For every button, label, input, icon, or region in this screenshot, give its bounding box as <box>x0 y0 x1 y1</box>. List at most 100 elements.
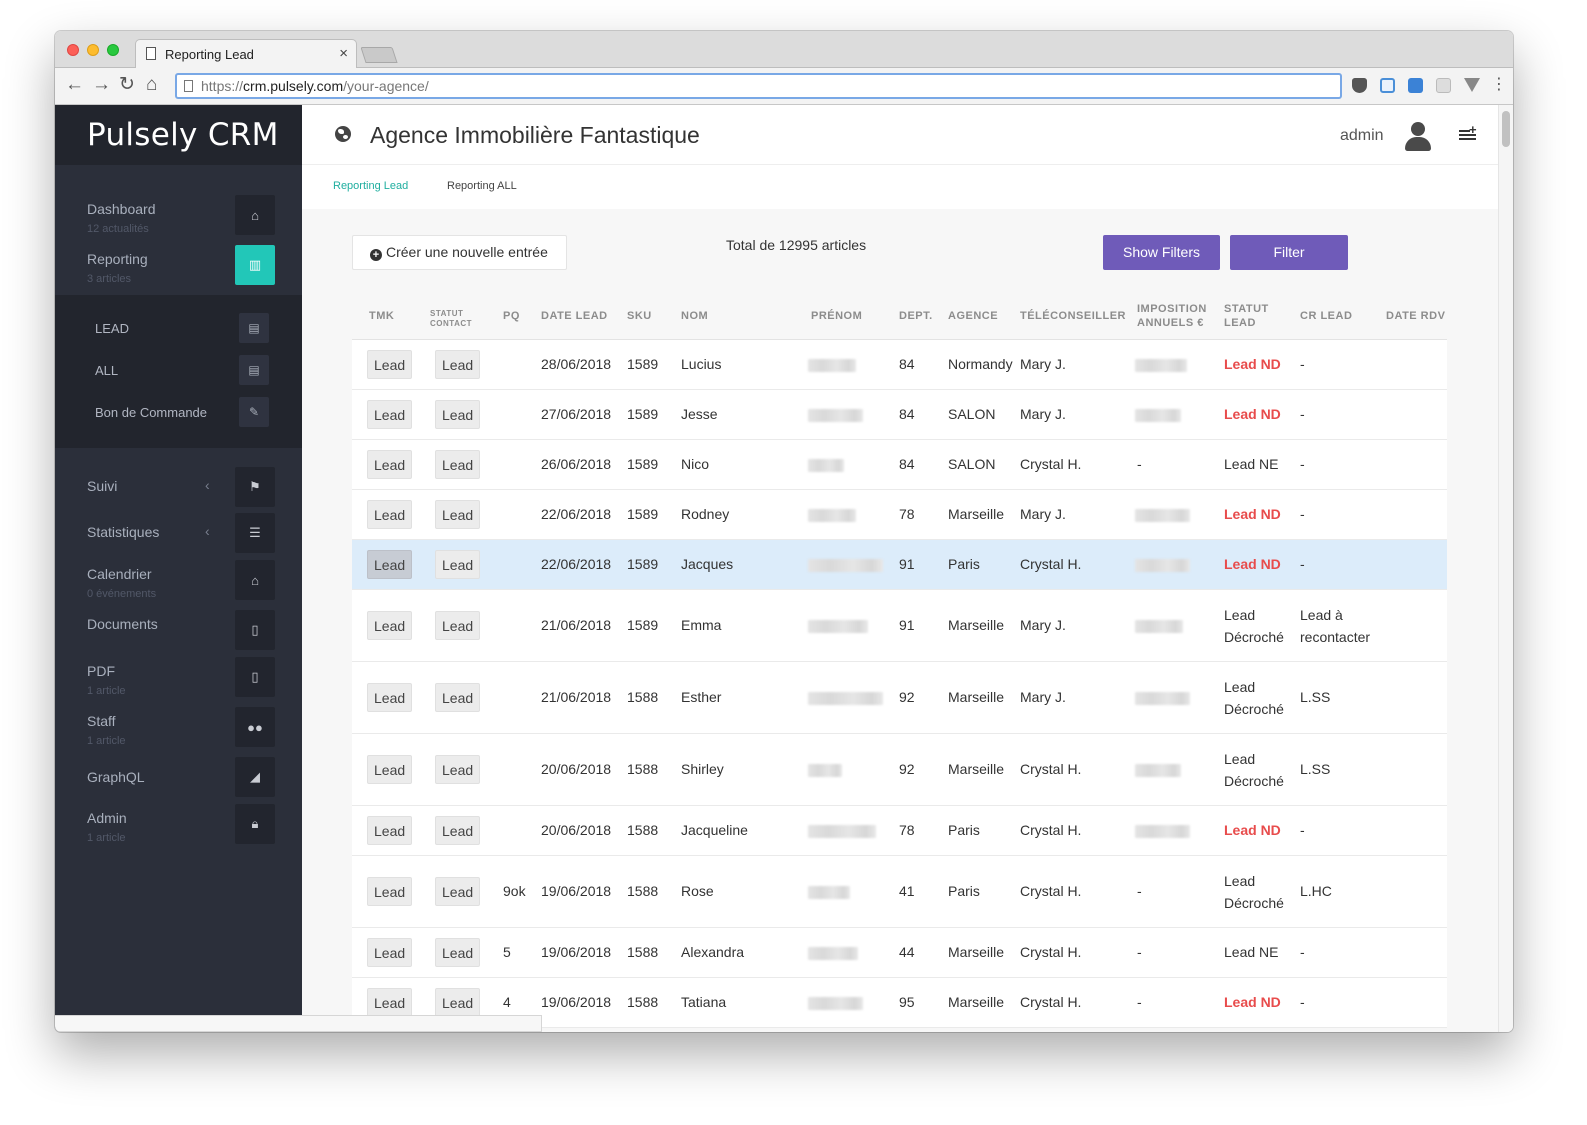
minimize-window-button[interactable] <box>87 44 99 56</box>
table-row[interactable]: Lead Lead 21/06/2018 1589 Emma 91 Marseille Mar… <box>352 590 1447 662</box>
tmk-badge[interactable]: Lead <box>367 938 413 967</box>
tmk-badge[interactable]: Lead <box>367 611 413 640</box>
column-header[interactable]: PQ <box>503 310 520 322</box>
tab-reporting-lead[interactable]: Reporting Lead <box>333 180 409 192</box>
column-header[interactable]: TÉLÉCONSEILLER <box>1020 310 1127 322</box>
reload-icon[interactable]: ↻ <box>119 74 135 95</box>
contact-status-badge[interactable]: Lead <box>435 611 481 640</box>
home-icon[interactable]: ⌂ <box>235 560 275 600</box>
home-icon[interactable]: ⌂ <box>235 195 275 235</box>
pocket-icon[interactable] <box>1352 78 1367 93</box>
tmk-badge[interactable]: Lead <box>367 500 413 529</box>
users-icon[interactable]: ●● <box>235 707 275 747</box>
user-name[interactable]: admin <box>1340 127 1384 144</box>
forward-icon[interactable]: → <box>92 74 111 95</box>
sidebar-item-pdf[interactable]: PDF 1 article ▯ <box>55 657 302 707</box>
table-row[interactable]: Lead Lead 28/06/2018 1589 Lucius 84 Normandy Ma… <box>352 340 1447 390</box>
tmk-badge[interactable]: Lead <box>367 877 413 906</box>
tmk-badge[interactable]: Lead <box>367 816 413 845</box>
table-row[interactable]: Lead Lead 22/06/2018 1589 Jacques 91 Paris Crys… <box>352 540 1447 590</box>
column-header[interactable]: AGENCE <box>948 310 999 322</box>
filter-button[interactable]: Filter <box>1230 235 1348 270</box>
contact-status-badge[interactable]: Lead <box>435 400 481 429</box>
contact-status-badge[interactable]: Lead <box>435 877 481 906</box>
page-info-icon[interactable] <box>184 80 193 92</box>
submenu-item-bon-de-commande[interactable]: Bon de Commande ✎ <box>55 393 302 433</box>
contact-status-badge[interactable]: Lead <box>435 550 481 579</box>
sidebar-item-staff[interactable]: Staff 1 article ●● <box>55 707 302 757</box>
lock-icon[interactable]: 🔒︎ <box>235 804 275 844</box>
close-window-button[interactable] <box>67 44 79 56</box>
column-header[interactable]: CR LEAD <box>1300 310 1353 322</box>
table-row[interactable]: Lead Lead 5 19/06/2018 1588 Alexandra 44 Marsei… <box>352 928 1447 978</box>
more-menu-icon[interactable]: ⋮ <box>1491 76 1507 93</box>
show-filters-button[interactable]: Show Filters <box>1103 235 1220 270</box>
contact-status-badge[interactable]: Lead <box>435 816 481 845</box>
area-chart-icon[interactable]: ◢ <box>235 757 275 797</box>
flag-icon[interactable]: ⚑ <box>235 467 275 507</box>
avatar[interactable] <box>1403 120 1433 152</box>
column-header[interactable]: STATUT CONTACT <box>430 309 473 328</box>
maximize-window-button[interactable] <box>107 44 119 56</box>
tmk-badge[interactable]: Lead <box>367 683 413 712</box>
submenu-item-all[interactable]: ALL ▤ <box>55 351 302 391</box>
column-header[interactable]: IMPOSITION ANNUELS € <box>1137 303 1207 329</box>
column-header[interactable]: DATE LEAD <box>541 310 608 322</box>
sidebar-item-reporting[interactable]: Reporting 3 articles ▥ <box>55 245 302 295</box>
table-row[interactable]: Lead Lead 26/06/2018 1589 Nico 84 SALON Crystal… <box>352 440 1447 490</box>
bar-chart-icon[interactable]: ▥ <box>235 245 275 285</box>
scrollbar-thumb[interactable] <box>1502 111 1510 147</box>
sidebar-item-statistiques[interactable]: Statistiques ‹ ☰ <box>55 513 302 563</box>
tmk-badge[interactable]: Lead <box>367 450 413 479</box>
column-header[interactable]: PRÉNOM <box>811 310 863 322</box>
submenu-item-lead[interactable]: LEAD ▤ <box>55 309 302 349</box>
contact-status-badge[interactable]: Lead <box>435 755 481 784</box>
sidebar-toggle-icon[interactable]: + <box>1459 123 1477 141</box>
column-header[interactable]: STATUT LEAD <box>1224 303 1269 329</box>
browser-tab[interactable]: Reporting Lead × <box>135 39 357 69</box>
contact-status-badge[interactable]: Lead <box>435 683 481 712</box>
contact-status-badge[interactable]: Lead <box>435 450 481 479</box>
new-tab-button[interactable] <box>360 47 398 63</box>
calendar-extension-icon[interactable] <box>1380 78 1395 93</box>
sidebar-item-dashboard[interactable]: Dashboard 12 actualités ⌂ <box>55 195 302 245</box>
back-icon[interactable]: ← <box>65 74 84 95</box>
contact-status-badge[interactable]: Lead <box>435 938 481 967</box>
address-bar[interactable]: https://crm.pulsely.com/your-agence/ <box>175 73 1342 99</box>
column-header[interactable]: NOM <box>681 310 709 322</box>
table-row[interactable]: Lead Lead 20/06/2018 1588 Jacqueline 78 Paris C… <box>352 806 1447 856</box>
pdf-file-icon[interactable]: ▯ <box>235 610 275 650</box>
pdf-file-icon[interactable]: ▯ <box>235 657 275 697</box>
tab-close-icon[interactable]: × <box>339 45 348 62</box>
table-row[interactable]: Lead Lead 21/06/2018 1588 Esther 92 Marseille M… <box>352 662 1447 734</box>
extension-icon[interactable] <box>1408 78 1423 93</box>
contact-status-badge[interactable]: Lead <box>435 350 481 379</box>
column-header[interactable]: DEPT. <box>899 310 933 322</box>
column-header[interactable]: TMK <box>369 310 395 322</box>
table-row[interactable]: Lead Lead 20/06/2018 1588 Shirley 92 Marseille… <box>352 734 1447 806</box>
tmk-badge[interactable]: Lead <box>367 350 413 379</box>
vertical-scrollbar[interactable] <box>1498 105 1513 1032</box>
table-row[interactable]: Lead Lead 22/06/2018 1589 Rodney 78 Marseille M… <box>352 490 1447 540</box>
tab-reporting-all[interactable]: Reporting ALL <box>447 180 517 192</box>
column-header[interactable]: DATE RDV <box>1386 310 1446 322</box>
sidebar-item-suivi[interactable]: Suivi ‹ ⚑ <box>55 467 302 517</box>
sidebar-item-graphql[interactable]: GraphQL ◢ <box>55 757 302 807</box>
tmk-badge[interactable]: Lead <box>367 988 413 1017</box>
vue-devtools-icon[interactable] <box>1464 78 1480 92</box>
tmk-badge[interactable]: Lead <box>367 550 413 579</box>
extension-icon[interactable] <box>1436 78 1451 93</box>
table-row[interactable]: Lead Lead 27/06/2018 1589 Jesse 84 SALON Mary J… <box>352 390 1447 440</box>
sidebar-item-admin[interactable]: Admin 1 article 🔒︎ <box>55 804 302 854</box>
sidebar-item-calendrier[interactable]: Calendrier 0 événements ⌂ <box>55 560 302 610</box>
home-icon[interactable]: ⌂ <box>146 74 158 95</box>
tmk-badge[interactable]: Lead <box>367 755 413 784</box>
contact-status-badge[interactable]: Lead <box>435 500 481 529</box>
horizontal-scrollbar[interactable] <box>55 1015 542 1032</box>
contact-status-badge[interactable]: Lead <box>435 988 481 1017</box>
list-icon[interactable]: ☰ <box>235 513 275 553</box>
column-header[interactable]: SKU <box>627 310 652 322</box>
sidebar-item-documents[interactable]: Documents ▯ <box>55 610 302 660</box>
tmk-badge[interactable]: Lead <box>367 400 413 429</box>
table-row[interactable]: Lead Lead 9ok 19/06/2018 1588 Rose 41 Paris Crys… <box>352 856 1447 928</box>
